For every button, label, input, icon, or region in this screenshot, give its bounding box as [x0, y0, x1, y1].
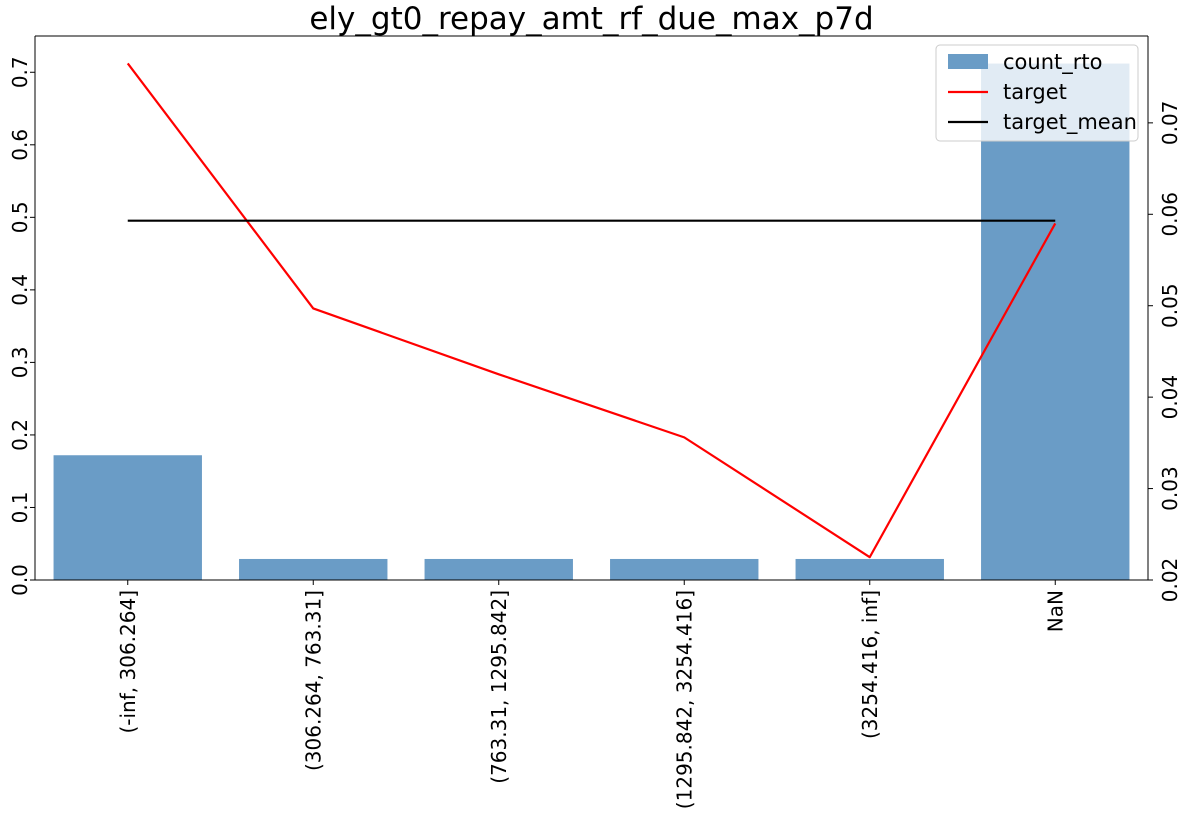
- right-y-tick-label: 0.04: [1158, 375, 1182, 420]
- target-line: [126, 62, 1057, 559]
- chart-title: ely_gt0_repay_amt_rf_due_max_p7d: [309, 1, 873, 37]
- left-y-axis-ticks: 0.0 0.1 0.2 0.3 0.4 0.5 0.6 0.7: [8, 56, 35, 596]
- bar: [610, 558, 759, 580]
- right-y-tick-label: 0.02: [1158, 558, 1182, 603]
- left-y-tick-label: 0.7: [8, 56, 32, 88]
- left-y-tick-label: 0.3: [8, 346, 32, 378]
- x-tick-label: (306.264, 763.31]: [301, 590, 325, 771]
- line-series: [126, 62, 1057, 559]
- right-y-tick-label: 0.06: [1158, 192, 1182, 237]
- left-y-tick-label: 0.2: [8, 419, 32, 451]
- x-tick-label: (-inf, 306.264]: [116, 590, 140, 734]
- left-y-tick-label: 0.5: [8, 201, 32, 233]
- x-tick-label: (3254.416, inf]: [858, 590, 882, 739]
- bar: [795, 558, 944, 580]
- bar: [424, 558, 573, 580]
- right-y-tick-label: 0.07: [1158, 101, 1182, 146]
- bar: [53, 455, 202, 580]
- legend-label: target: [1003, 80, 1067, 104]
- bar: [239, 558, 388, 580]
- x-axis-ticks: (-inf, 306.264] (306.264, 763.31] (763.31,…: [116, 580, 1067, 809]
- left-y-tick-label: 0.6: [8, 129, 32, 161]
- legend-label: count_rto: [1003, 50, 1102, 75]
- legend-label: target_mean: [1003, 110, 1137, 135]
- x-tick-label: NaN: [1043, 590, 1067, 632]
- right-y-tick-label: 0.03: [1158, 466, 1182, 511]
- right-y-axis-ticks: 0.02 0.03 0.04 0.05 0.06 0.07: [1148, 101, 1182, 603]
- left-y-tick-label: 0.0: [8, 564, 32, 596]
- bar-series: [53, 63, 1130, 580]
- right-y-tick-label: 0.05: [1158, 283, 1182, 328]
- left-y-tick-label: 0.1: [8, 492, 32, 524]
- legend-swatch: [948, 54, 988, 69]
- axes: [34, 35, 1149, 581]
- bar: [981, 63, 1130, 580]
- x-tick-label: (763.31, 1295.842]: [487, 590, 511, 784]
- left-y-tick-label: 0.4: [8, 274, 32, 306]
- x-tick-label: (1295.842, 3254.416]: [672, 590, 696, 809]
